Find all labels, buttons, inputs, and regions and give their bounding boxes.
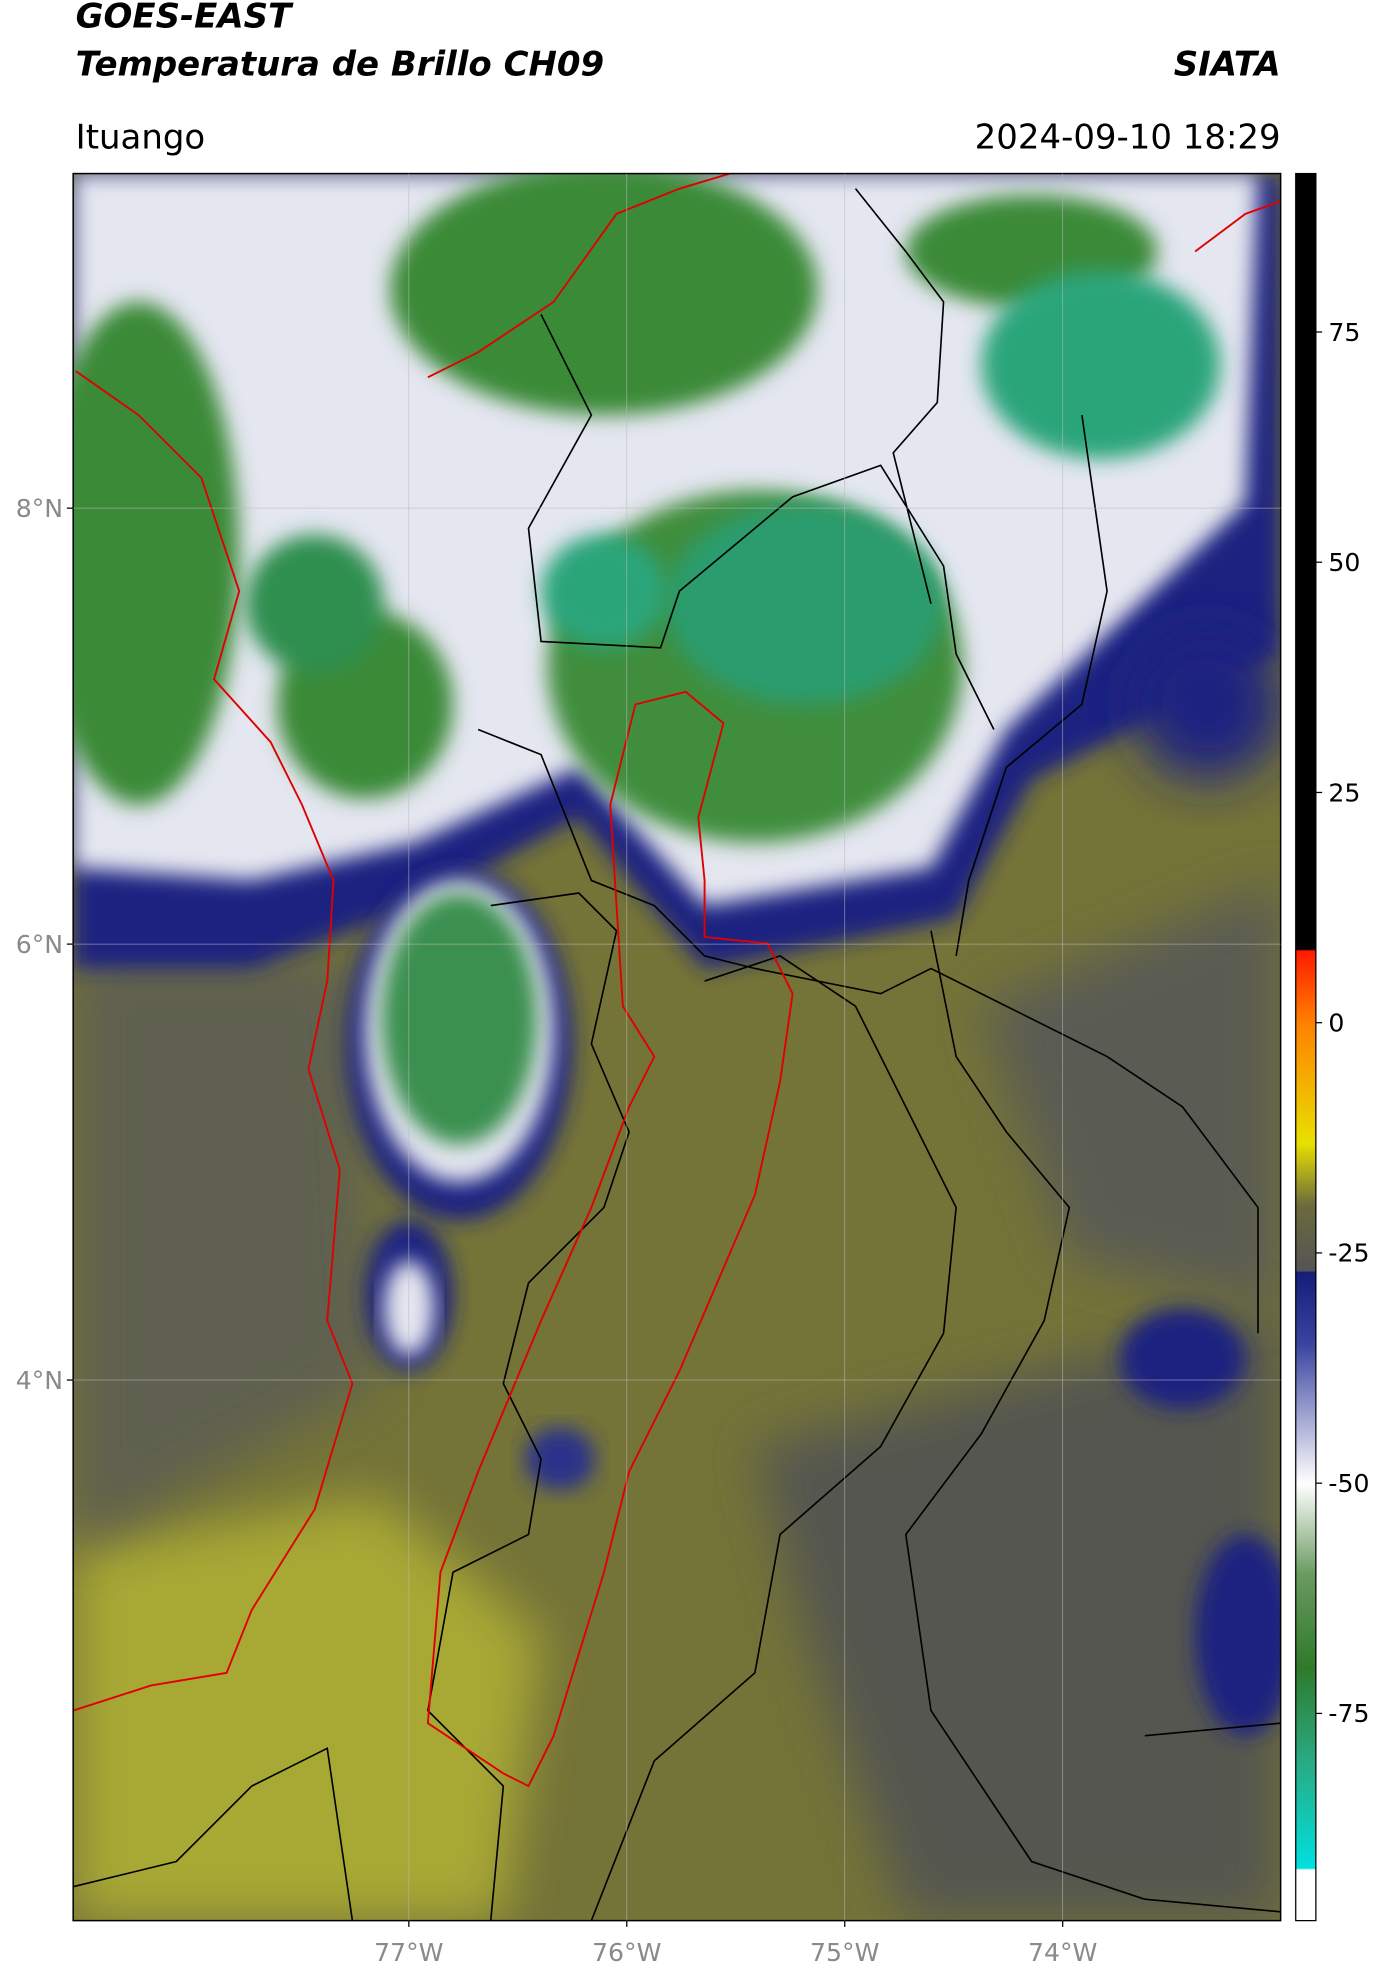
x-tick-label: 76°W <box>592 1938 662 1967</box>
x-tick-label: 77°W <box>374 1938 444 1967</box>
y-tick-label: 8°N <box>16 494 63 523</box>
colorbar-tick-label: 25 <box>1328 778 1360 807</box>
colorbar-tick-label: -25 <box>1328 1239 1369 1268</box>
datetime: 2024-09-10 18:29 <box>975 117 1281 157</box>
map-image <box>73 173 1281 1921</box>
colorbar-tick-label: -50 <box>1328 1469 1369 1498</box>
colorbar-tick-label: 0 <box>1328 1008 1344 1037</box>
colorbar-tick-label: -75 <box>1328 1699 1369 1728</box>
x-tick-label: 74°W <box>1028 1938 1098 1967</box>
subtitle: Temperatura de Brillo CH09 <box>76 44 604 84</box>
y-tick-label: 6°N <box>16 930 63 959</box>
y-tick-label: 4°N <box>16 1366 63 1395</box>
source: SIATA <box>1174 44 1281 84</box>
x-tick-label: 75°W <box>810 1938 880 1967</box>
colorbar <box>1295 172 1317 1922</box>
colorbar-tick-label: 75 <box>1328 318 1360 347</box>
location: Ituango <box>76 117 206 157</box>
title: GOES-EAST <box>76 0 294 37</box>
map-frame <box>72 172 1282 1922</box>
colorbar-tick-label: 50 <box>1328 548 1360 577</box>
